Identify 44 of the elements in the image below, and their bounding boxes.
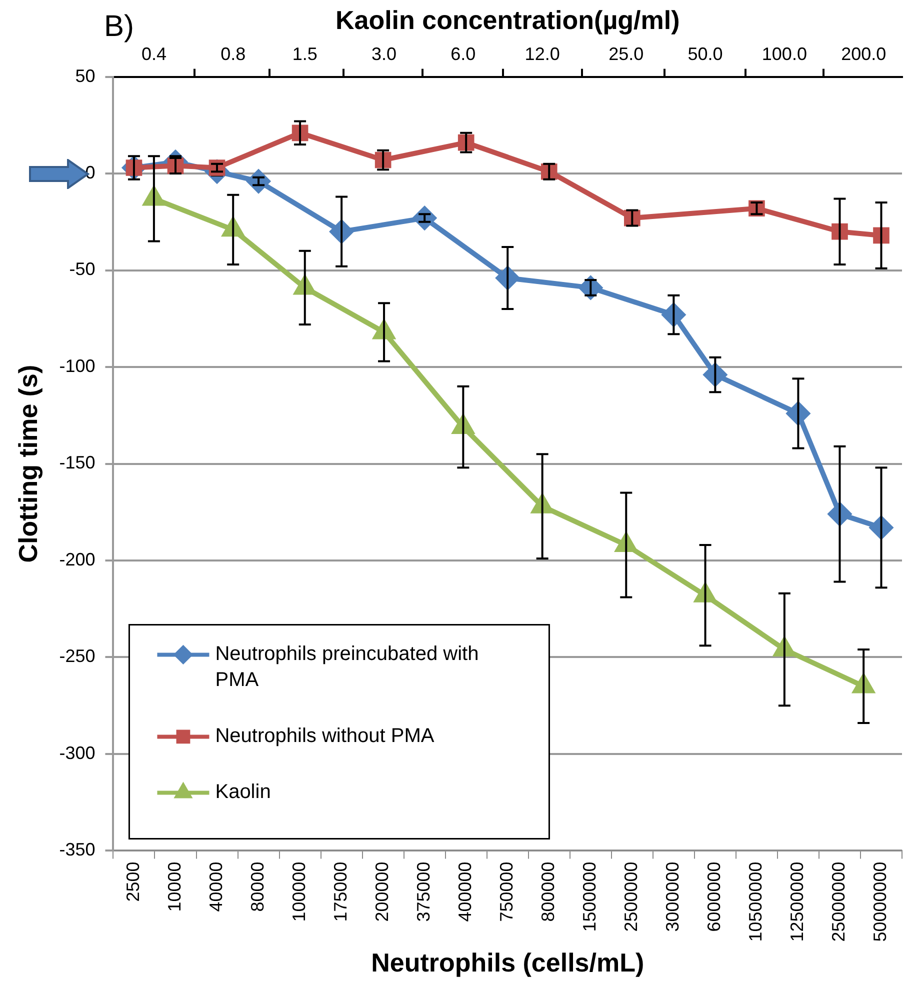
legend-label: Kaolin — [215, 781, 271, 804]
y-tick-label: -100 — [59, 356, 96, 376]
x-tick-label: 3000000 — [662, 862, 683, 932]
x-tick-label: 100000 — [289, 862, 310, 922]
x2-axis-title: Kaolin concentration(µg/ml) — [335, 4, 680, 35]
x2-tick-label: 6.0 — [450, 44, 476, 64]
x-tick-label: 40000 — [206, 862, 226, 912]
x-tick-label: 400000 — [455, 862, 476, 922]
x2-tick-label: 3.0 — [372, 44, 397, 64]
y-tick-label: -250 — [59, 646, 96, 666]
x-axis-title: Neutrophils (cells/mL) — [371, 948, 644, 978]
x-tick-label: 6000000 — [704, 862, 724, 932]
x2-tick-label: 25.0 — [608, 44, 644, 64]
x-tick-label: 375000 — [414, 862, 434, 922]
y-tick-label: -50 — [69, 259, 96, 280]
x2-tick-label: 50.0 — [688, 44, 723, 64]
legend-label: Neutrophils preincubated with PMA — [215, 643, 479, 692]
x-tick-label: 50000000 — [870, 862, 890, 942]
x-tick-label: 200000 — [372, 862, 392, 922]
x-tick-label: 2500 — [122, 862, 143, 902]
y-tick-label: -200 — [59, 549, 96, 570]
x-tick-label: 1500000 — [580, 862, 600, 932]
legend-label: Neutrophils without PMA — [215, 725, 435, 748]
x-tick-label: 25000000 — [828, 862, 849, 942]
y-tick-label: -150 — [59, 452, 96, 473]
x-tick-label: 80000 — [247, 862, 268, 912]
x-tick-label: 12500000 — [787, 862, 808, 942]
x2-tick-label: 12.0 — [524, 44, 560, 64]
x2-tick-label: 200.0 — [841, 44, 886, 64]
x-tick-label: 2500000 — [621, 862, 642, 932]
chart-title: B) — [104, 10, 134, 44]
x2-tick-label: 1.5 — [292, 44, 318, 64]
x2-tick-label: 0.8 — [220, 44, 246, 64]
x-tick-label: 750000 — [496, 862, 517, 922]
x-tick-label: 175000 — [330, 862, 351, 922]
x-tick-label: 800000 — [538, 862, 558, 922]
x-tick-label: 10000 — [164, 862, 184, 912]
y-tick-label: -300 — [59, 742, 96, 763]
x2-tick-label: 100.0 — [762, 44, 807, 64]
x-tick-label: 10500000 — [746, 862, 766, 942]
y-tick-label: 50 — [75, 66, 96, 86]
y-axis-title: Clotting time (s) — [12, 364, 43, 563]
y-tick-label: -350 — [59, 840, 96, 860]
x2-tick-label: 0.4 — [141, 44, 166, 64]
